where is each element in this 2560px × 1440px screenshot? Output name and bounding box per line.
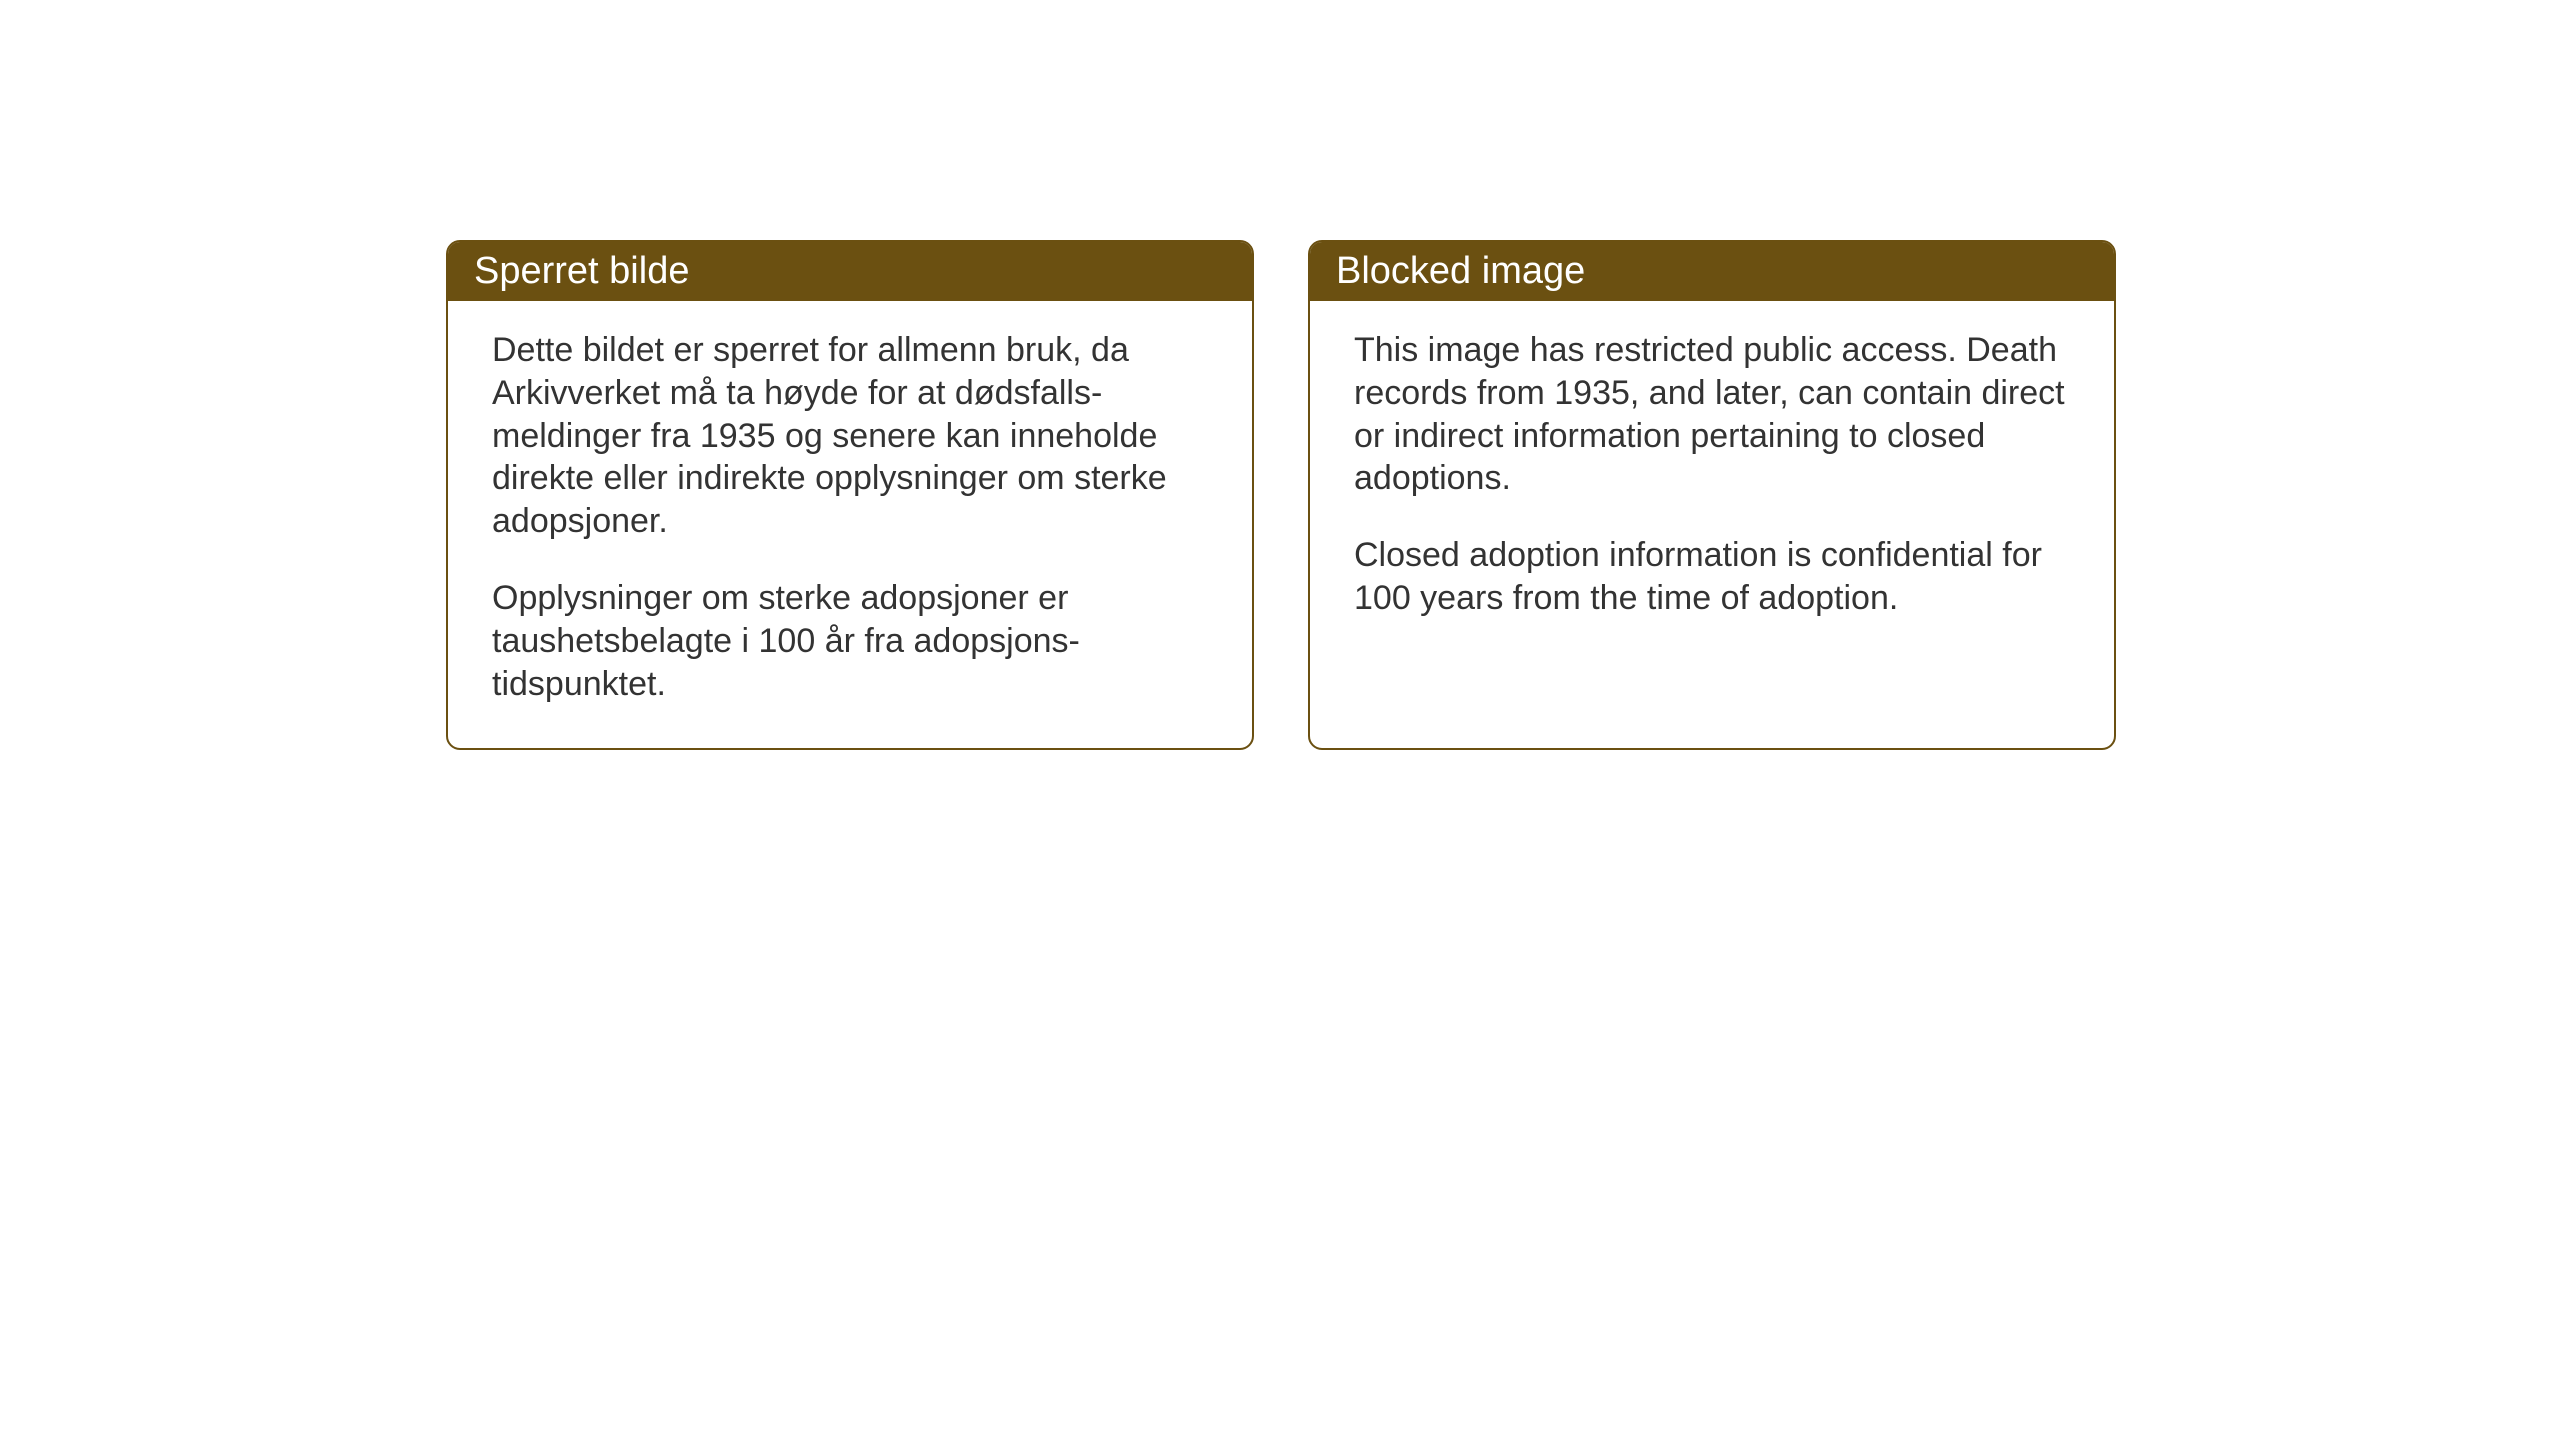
notice-text-en-p2: Closed adoption information is confident… xyxy=(1354,534,2070,620)
notice-text-en-p1: This image has restricted public access.… xyxy=(1354,329,2070,500)
panel-title-english: Blocked image xyxy=(1336,250,1585,292)
panel-body-norwegian: Dette bildet er sperret for allmenn bruk… xyxy=(448,301,1252,742)
notice-text-no-p1: Dette bildet er sperret for allmenn bruk… xyxy=(492,329,1208,543)
panel-title-norwegian: Sperret bilde xyxy=(474,250,689,292)
notice-panel-english: Blocked image This image has restricted … xyxy=(1308,240,2116,750)
panel-header-norwegian: Sperret bilde xyxy=(448,242,1252,301)
panel-body-english: This image has restricted public access.… xyxy=(1310,301,2114,656)
notice-text-no-p2: Opplysninger om sterke adopsjoner er tau… xyxy=(492,577,1208,705)
panel-header-english: Blocked image xyxy=(1310,242,2114,301)
notice-panel-norwegian: Sperret bilde Dette bildet er sperret fo… xyxy=(446,240,1254,750)
notice-container: Sperret bilde Dette bildet er sperret fo… xyxy=(446,240,2116,750)
